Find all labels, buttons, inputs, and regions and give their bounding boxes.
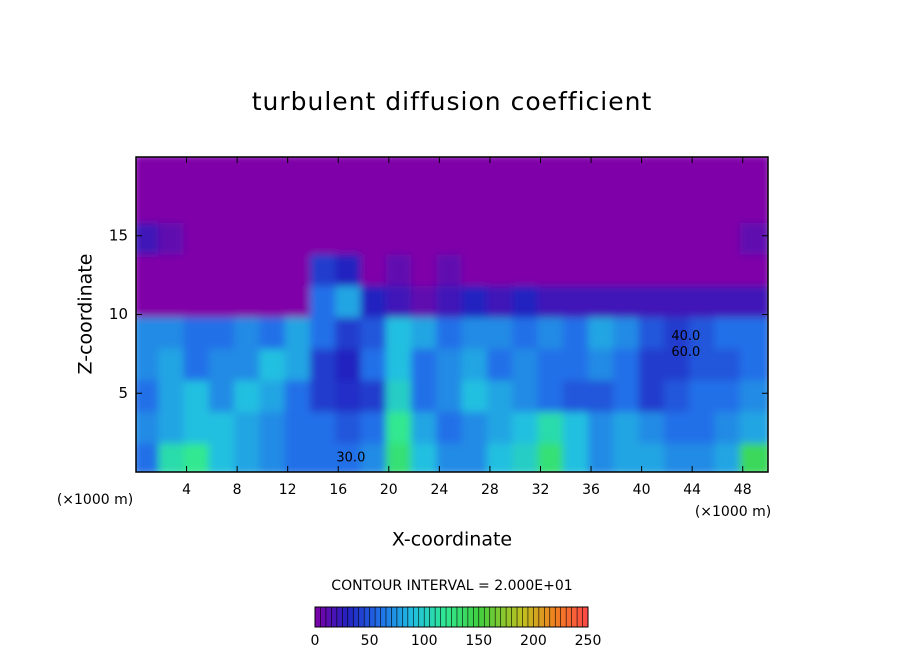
x-tick-label: 4 (182, 482, 191, 498)
x-tick-label: 36 (582, 482, 600, 498)
plot-frame (135, 156, 769, 473)
overlay: 4 8 12 16 20 24 28 32 36 40 44 485101530.040.060.00… (109, 157, 768, 649)
field-cell (739, 343, 768, 381)
x-axis-title: X-coordinate (392, 529, 512, 551)
contour-label: 40.0 (671, 329, 700, 344)
x-tick-label: 32 (532, 482, 550, 498)
y-tick-label: 10 (109, 305, 128, 323)
field-cell (739, 185, 768, 223)
x-tick-label: 20 (380, 482, 398, 498)
x-unit-label: (×1000 m) (57, 492, 133, 508)
contour-label: 60.0 (671, 345, 700, 360)
colorbar-tick-label: 50 (361, 633, 379, 649)
colorbar-tick-label: 150 (465, 633, 492, 649)
x-unit-label: (×1000 m) (695, 504, 771, 520)
x-tick-label: 12 (279, 482, 297, 498)
field-cell (739, 280, 768, 318)
contour-interval: CONTOUR INTERVAL = 2.000E+01 (331, 578, 572, 594)
y-axis-title: Z-coordinate (75, 254, 97, 375)
colorbar-tick-label: 0 (311, 633, 320, 649)
field-cell (739, 311, 768, 349)
x-tick-label: 24 (430, 482, 448, 498)
y-tick-label: 15 (109, 226, 128, 244)
field-cell (739, 157, 768, 192)
colorbar-tick-label: 200 (520, 633, 547, 649)
x-tick-label: 48 (734, 482, 752, 498)
y-tick-label: 5 (118, 384, 128, 402)
chart-title: turbulent diffusion coefficient (252, 87, 653, 116)
x-tick-label: 44 (683, 482, 701, 498)
contour-field (136, 157, 768, 472)
contour-label: 30.0 (336, 450, 365, 465)
x-tick-label: 8 (233, 482, 242, 498)
colorbar-tick-label: 100 (411, 633, 438, 649)
field-cell (739, 248, 768, 286)
x-tick-label: 16 (329, 482, 347, 498)
field-cell (739, 406, 768, 444)
colorbar-tick-label: 250 (575, 633, 602, 649)
x-tick-label: 28 (481, 482, 499, 498)
x-tick-label: 40 (633, 482, 651, 498)
